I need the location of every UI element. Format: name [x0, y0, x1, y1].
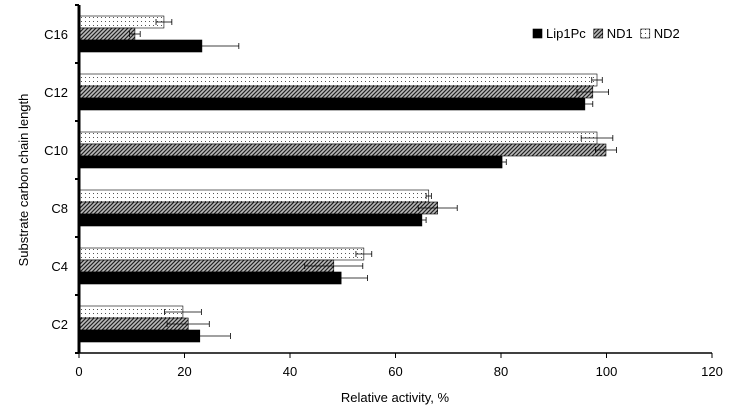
bar-nd2-c10	[78, 131, 598, 145]
bar-lip1pc-c12	[78, 97, 586, 111]
axes-layer: C16 C12 C10 C8 C4 C2 0 20 40 60 80 100 120	[44, 4, 723, 379]
bar-nd1-c10	[78, 143, 607, 157]
y-tick-label: C12	[44, 85, 68, 100]
legend-swatch-lip1pc	[532, 28, 543, 39]
bar-nd2-c12	[78, 73, 598, 87]
bar-lip1pc-c4	[78, 271, 342, 285]
x-tick-label: 40	[283, 364, 297, 379]
bar-lip1pc-c10	[78, 155, 503, 169]
x-tick-label: 100	[596, 364, 618, 379]
y-axis-label: Substrate carbon chain length	[16, 94, 31, 267]
x-tick-label: 80	[494, 364, 508, 379]
legend-label-nd1: ND1	[607, 26, 633, 41]
legend-label-lip1pc: Lip1Pc	[546, 26, 586, 41]
legend: Lip1Pc ND1 ND2	[532, 26, 680, 41]
bar-nd2-c8	[78, 189, 430, 203]
x-tick-label: 0	[75, 364, 82, 379]
y-tick-label: C16	[44, 27, 68, 42]
bar-nd1-c4	[78, 259, 335, 273]
bar-lip1pc-c8	[78, 213, 423, 227]
x-tick-label: 20	[177, 364, 191, 379]
y-tick-label: C2	[51, 317, 68, 332]
y-tick-label: C10	[44, 143, 68, 158]
bar-nd1-c8	[78, 201, 439, 215]
bar-nd2-c4	[78, 247, 365, 261]
x-axis-label: Relative activity, %	[341, 390, 450, 405]
bars-layer	[78, 15, 617, 343]
x-tick-label: 120	[701, 364, 723, 379]
legend-label-nd2: ND2	[654, 26, 680, 41]
y-tick-label: C8	[51, 201, 68, 216]
bar-nd1-c12	[78, 85, 594, 99]
legend-swatch-nd1	[593, 28, 604, 39]
bar-nd1-c16	[78, 27, 136, 41]
y-tick-label: C4	[51, 259, 68, 274]
bar-nd2-c16	[78, 15, 165, 29]
x-tick-label: 60	[388, 364, 402, 379]
legend-swatch-nd2	[640, 28, 651, 39]
